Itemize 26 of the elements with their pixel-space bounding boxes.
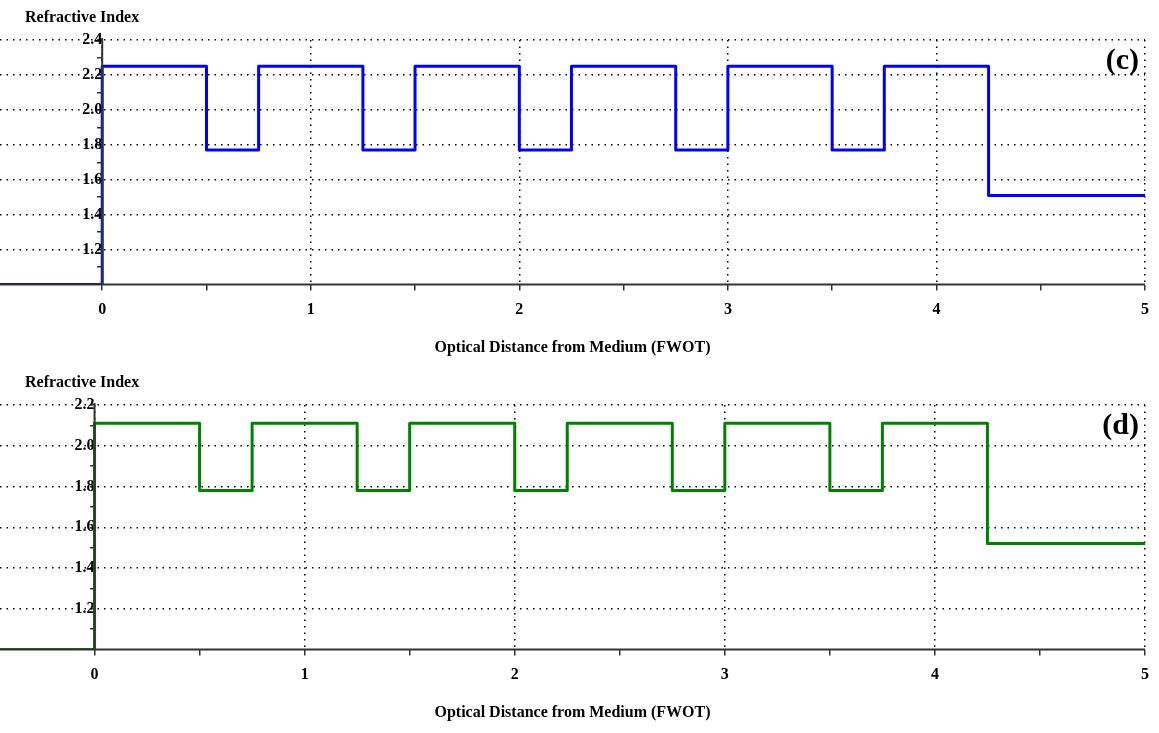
x-tick-label: 4 [930,665,939,683]
y-axis-title: Refractive Index [25,373,140,390]
x-tick-label: 4 [932,300,941,318]
x-tick-label: 5 [1141,300,1149,318]
y-axis-title: Refractive Index [25,8,140,25]
x-tick-label: 1 [306,300,315,318]
x-tick-label: 5 [1141,665,1149,683]
y-tick-label: 2.2 [74,395,95,413]
y-tick-label: 2.2 [82,65,103,83]
annotation: (c) [1105,41,1139,76]
x-axis-title: Optical Distance from Medium (FWOT) [434,702,711,721]
y-tick-label: 1.8 [82,134,103,152]
y-tick-label: 1.2 [82,239,103,257]
x-tick-label: 2 [515,300,524,318]
y-tick-label: 2.4 [82,30,103,48]
x-tick-label: 2 [510,665,519,683]
y-tick-label: 1.4 [82,204,103,222]
x-tick-label: 0 [90,665,99,683]
x-tick-label: 0 [98,300,107,318]
y-tick-label: 1.6 [82,169,103,187]
x-tick-label: 1 [300,665,309,683]
x-axis-title: Optical Distance from Medium (FWOT) [434,337,711,356]
x-tick-label: 3 [720,665,729,683]
y-tick-label: 2.0 [82,100,103,118]
x-tick-label: 3 [723,300,732,318]
annotation: (d) [1102,406,1139,441]
